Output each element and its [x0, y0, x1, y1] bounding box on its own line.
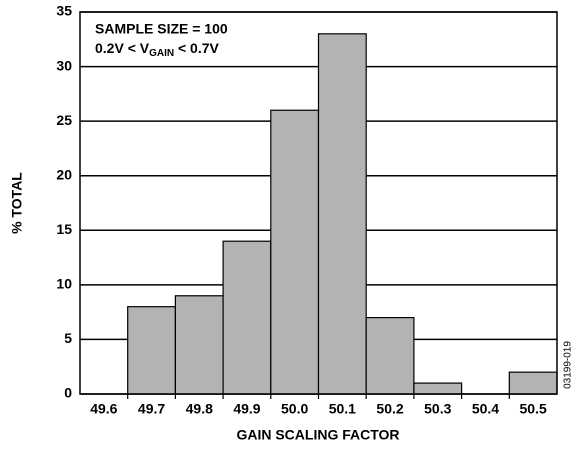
y-tick-label: 35: [56, 3, 72, 19]
bar: [413, 382, 463, 395]
y-tick-label: 25: [56, 112, 72, 128]
figure-id: 03199-019: [563, 341, 574, 389]
annotation: 0.2V < VGAIN < 0.7V: [95, 40, 220, 59]
annotation-part: < 0.7V: [174, 40, 219, 56]
y-axis-title: % TOTAL: [9, 172, 25, 234]
bar: [127, 306, 176, 395]
x-axis-title: GAIN SCALING FACTOR: [236, 427, 399, 443]
x-tick-label: 49.7: [138, 401, 165, 417]
y-tick-label: 30: [56, 57, 72, 73]
annotation-subscript: GAIN: [149, 48, 174, 59]
x-tick-label: 50.1: [329, 401, 356, 417]
annotation-part: 0.2V < V: [95, 40, 150, 56]
bars: [127, 33, 558, 395]
annotation: SAMPLE SIZE = 100: [95, 21, 228, 37]
x-tick-label: 49.9: [233, 401, 260, 417]
bar: [270, 109, 320, 395]
y-tick-label: 20: [56, 166, 72, 182]
x-tick-label: 50.0: [281, 401, 308, 417]
bar: [317, 33, 367, 395]
x-tick-label: 50.4: [472, 401, 499, 417]
x-tick-label: 50.5: [520, 401, 547, 417]
x-tick-label: 49.6: [90, 401, 117, 417]
bar: [365, 317, 415, 395]
y-tick-label: 0: [64, 385, 72, 401]
y-tick-label: 15: [56, 221, 72, 237]
bar: [174, 295, 224, 395]
y-tick-label: 10: [56, 276, 72, 292]
bar: [508, 371, 558, 395]
bar: [222, 240, 272, 395]
x-tick-label: 50.3: [424, 401, 451, 417]
x-tick-label: 49.8: [186, 401, 213, 417]
y-tick-label: 5: [64, 330, 72, 346]
labels: 0 5 10 15 20 25 30 35 49.6 49.7 49.8 49.9 50.0 50.1 50…: [56, 3, 547, 417]
x-tick-label: 50.2: [376, 401, 403, 417]
